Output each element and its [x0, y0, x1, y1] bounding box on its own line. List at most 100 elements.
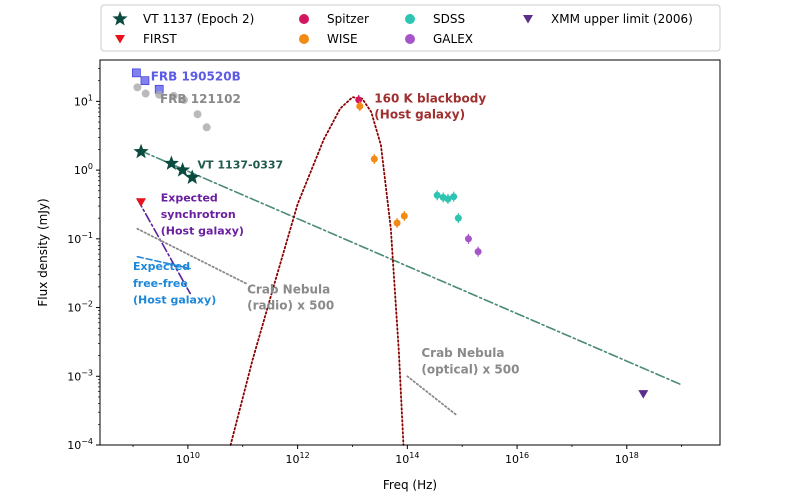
legend-label: Spitzer: [327, 12, 369, 26]
plot-frame: [99, 59, 721, 446]
legend-label: VT 1137 (Epoch 2): [143, 12, 254, 26]
y-tick-base: 10: [67, 233, 81, 246]
line-160-k-blackbody-host-galaxy: [229, 96, 405, 446]
annotation-optical-x-500: (optical) x 500: [421, 362, 519, 376]
data-point-marker: [450, 193, 458, 201]
annotation-crab-nebula: Crab Nebula: [247, 283, 330, 297]
data-point: [163, 155, 179, 170]
data-point: [400, 210, 408, 221]
data-point-marker: [474, 248, 482, 256]
y-axis-title: Flux density (mJy): [36, 198, 50, 306]
legend-marker: [112, 11, 128, 26]
annotation-host-galaxy: (Host galaxy): [133, 293, 216, 306]
data-point: [464, 233, 472, 244]
y-tick-exp: −4: [81, 437, 93, 446]
x-tick-base: 10: [505, 453, 519, 466]
annotation-radio-x-500: (radio) x 500: [247, 299, 334, 313]
x-tick-label: 1016: [505, 451, 529, 466]
x-tick-exp: 18: [629, 451, 639, 460]
annotation-160-k-blackbody: 160 K blackbody: [374, 91, 486, 105]
data-point-marker: [356, 102, 364, 110]
annotation-crab-nebula: Crab Nebula: [421, 346, 504, 360]
data-point: [141, 89, 150, 98]
y-tick-exp: −3: [81, 368, 93, 377]
legend-label: XMM upper limit (2006): [551, 12, 693, 26]
data-point: [180, 95, 189, 104]
y-tick-label: 101: [74, 93, 93, 108]
legend-marker-marker: [299, 14, 309, 24]
legend-marker: [299, 34, 309, 44]
data-point-marker: [433, 191, 441, 199]
legend: VT 1137 (Epoch 2) FIRST Spitzer WISE SDSS GAL…: [100, 4, 721, 52]
data-point-marker: [400, 212, 408, 220]
series-vt-1137-epoch-2: [133, 143, 200, 184]
data-point: [454, 213, 462, 224]
data-point: [356, 101, 364, 112]
data-point: [638, 390, 649, 399]
data-point: [393, 217, 401, 228]
x-tick-exp: 16: [519, 451, 529, 460]
legend-label: FIRST: [143, 32, 177, 46]
annotation-vt-1137-0337: VT 1137-0337: [198, 159, 284, 172]
data-point-marker: [454, 214, 462, 222]
series-first: [136, 198, 147, 207]
y-tick-label: 10−3: [67, 368, 93, 383]
legend-item-galex: GALEX: [405, 32, 473, 46]
data-point: [474, 246, 482, 257]
data-point-marker: [370, 155, 378, 163]
line-crab-nebula-optical-x-500: [406, 375, 458, 417]
series-sdss: [433, 190, 462, 224]
line-vt-1137-power-law-fit: [140, 150, 683, 386]
y-tick-base: 10: [67, 302, 81, 315]
annotation-synchrotron: synchrotron: [161, 208, 236, 221]
data-point: [444, 193, 452, 204]
data-point: [136, 198, 147, 207]
x-axis-title: Freq (Hz): [383, 478, 437, 492]
legend-box: [100, 4, 721, 52]
annotation-expected: Expected: [133, 260, 190, 273]
y-tick-label: 10−2: [67, 300, 93, 315]
annotation-frb-121102: FRB 121102: [160, 92, 241, 106]
y-tick-label: 10−4: [67, 437, 93, 452]
y-tick-exp: 1: [88, 93, 93, 102]
data-point: [433, 190, 441, 201]
data-point: [370, 154, 378, 165]
data-point-marker: [464, 235, 472, 243]
x-tick-label: 1010: [176, 451, 200, 466]
data-point-marker: [444, 195, 452, 203]
x-tick-base: 10: [176, 453, 190, 466]
x-tick-exp: 12: [300, 451, 310, 460]
legend-item-sdss: SDSS: [405, 12, 465, 26]
y-tick-exp: −2: [81, 300, 93, 309]
annotation-host-galaxy: (Host galaxy): [161, 225, 244, 238]
annotation-frb-190520b: FRB 190520B: [151, 70, 241, 84]
data-point: [133, 143, 149, 159]
legend-item-spitzer: Spitzer: [299, 12, 369, 26]
line-expected-synchrotron-host-galaxy: [136, 198, 191, 295]
data-point: [132, 68, 141, 78]
x-tick-base: 10: [395, 453, 409, 466]
y-tick-base: 10: [74, 95, 88, 108]
legend-label: WISE: [327, 32, 358, 46]
series-wise: [356, 101, 408, 228]
data-point-marker: [393, 219, 401, 227]
x-tick-label: 1012: [286, 451, 310, 466]
data-point: [174, 162, 191, 177]
legend-item-first: FIRST: [115, 32, 177, 46]
series-galex: [464, 233, 482, 257]
annotation-free-free: free-free: [133, 277, 188, 290]
y-tick-exp: −1: [81, 231, 93, 240]
legend-marker: [523, 15, 533, 24]
data-point: [184, 169, 200, 184]
x-tick-label: 1018: [615, 451, 639, 466]
x-tick-exp: 10: [190, 451, 200, 460]
y-tick-base: 10: [67, 370, 81, 383]
data-point: [202, 123, 211, 132]
x-tick-base: 10: [615, 453, 629, 466]
data-point: [133, 83, 142, 92]
y-tick-exp: 0: [88, 162, 93, 171]
axes: 1010 1012 1014 1016 101810−410−310−210−11001…: [67, 68, 683, 466]
x-tick-base: 10: [286, 453, 300, 466]
